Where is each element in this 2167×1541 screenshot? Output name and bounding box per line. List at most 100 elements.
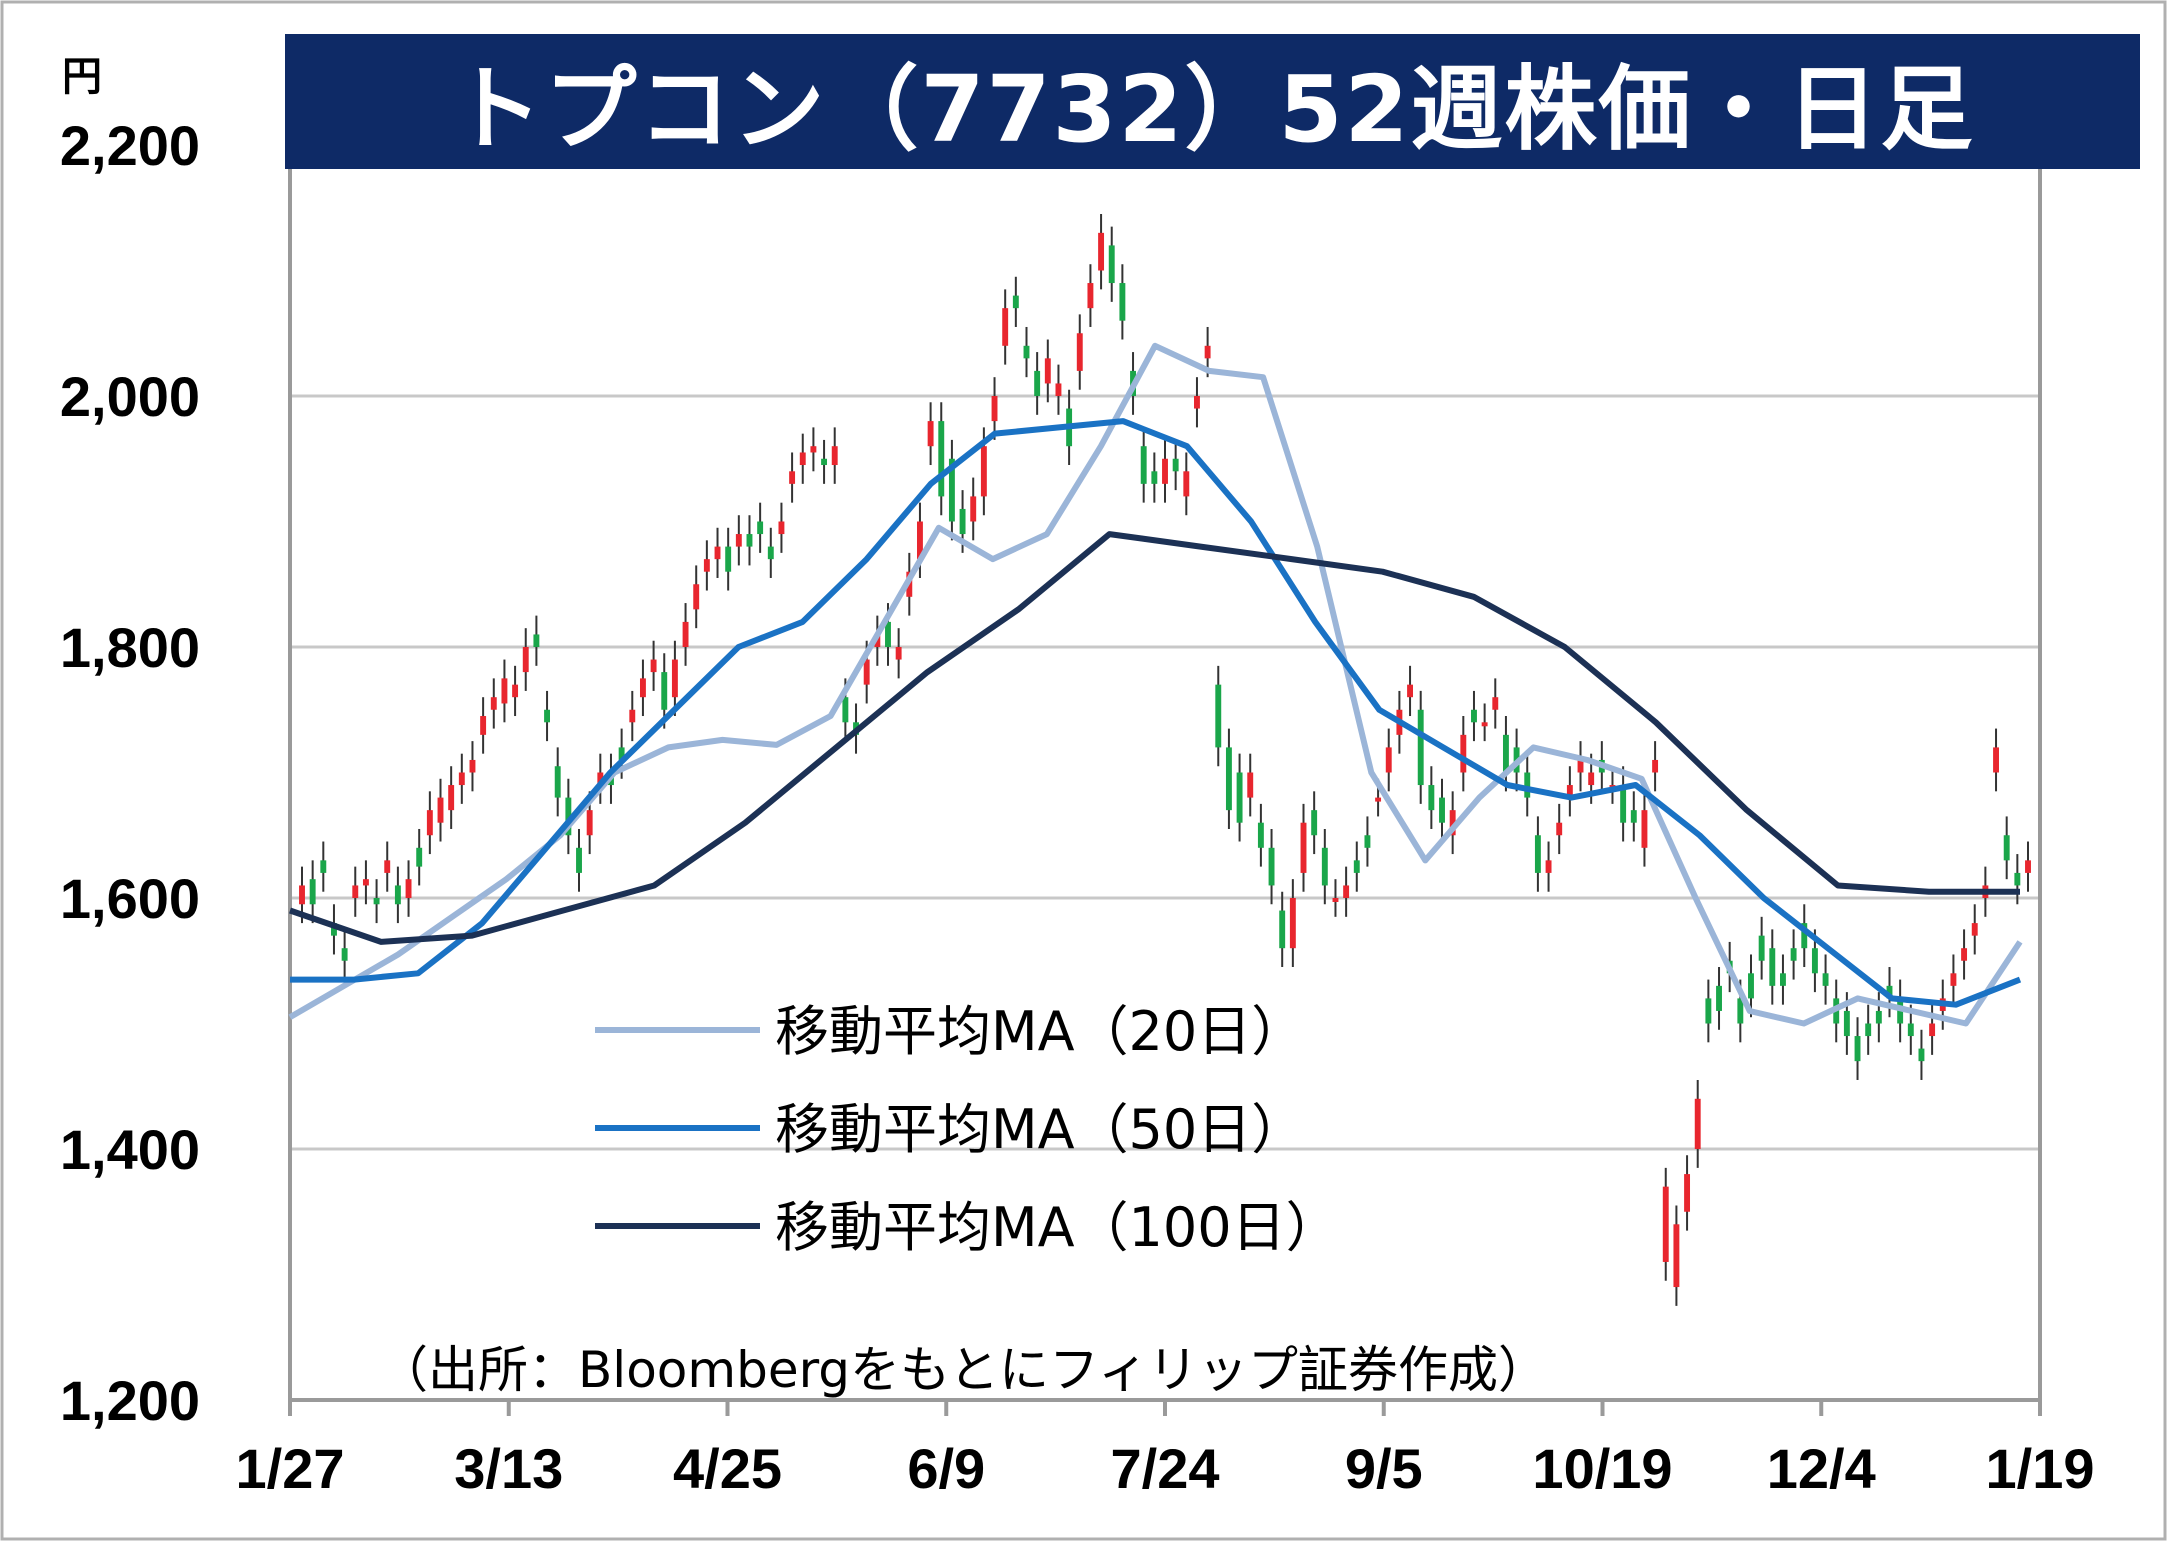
candle-body bbox=[1673, 1224, 1680, 1288]
candle-body bbox=[1236, 772, 1243, 823]
candle-body bbox=[1257, 822, 1264, 848]
candle-body bbox=[1108, 245, 1115, 284]
candle-body bbox=[1801, 923, 1808, 949]
candle-body bbox=[320, 860, 327, 873]
candle-body bbox=[1034, 370, 1041, 396]
candle-body bbox=[1566, 785, 1573, 798]
candle-body bbox=[767, 546, 774, 560]
candle-body bbox=[1502, 734, 1509, 773]
candle-body bbox=[1215, 684, 1222, 748]
candle-body bbox=[1929, 1023, 1936, 1037]
candle-body bbox=[2003, 835, 2010, 861]
candle-body bbox=[831, 446, 838, 466]
candle-body bbox=[1641, 810, 1648, 848]
candle-body bbox=[1662, 1186, 1669, 1262]
candle-body bbox=[1588, 772, 1595, 786]
candle-body bbox=[1971, 923, 1978, 936]
candle-body bbox=[373, 898, 380, 905]
candle-body bbox=[597, 772, 604, 786]
candle-body bbox=[746, 534, 753, 547]
candle-body bbox=[650, 659, 657, 673]
y-tick-label: 1,200 bbox=[60, 1369, 200, 1432]
x-tick-label: 4/25 bbox=[673, 1437, 782, 1500]
candle-body bbox=[490, 697, 497, 710]
candle-body bbox=[1779, 973, 1786, 986]
candle-body bbox=[1076, 333, 1083, 371]
moving-averages bbox=[288, 342, 2023, 1027]
candle-body bbox=[522, 647, 529, 673]
candle-body bbox=[1194, 396, 1200, 409]
candle-body bbox=[639, 678, 646, 698]
candle-body bbox=[821, 458, 828, 466]
candle-body bbox=[1204, 345, 1211, 359]
source-note: （出所：Bloombergをもとにフィリップ証券作成） bbox=[378, 1341, 1548, 1399]
candle-body bbox=[1471, 709, 1477, 723]
candle-body bbox=[671, 659, 678, 698]
candle-body bbox=[299, 885, 305, 905]
candle-body bbox=[863, 659, 870, 685]
legend: 移動平均MA（20日） 移動平均MA（50日） 移動平均MA（100日） bbox=[595, 1000, 1340, 1259]
candle-body bbox=[1854, 1036, 1861, 1062]
y-tick-labels: 1,200 1,400 1,600 1,800 2,000 2,200 bbox=[60, 114, 200, 1432]
candle-body bbox=[1918, 1048, 1925, 1062]
x-tick-label: 9/5 bbox=[1345, 1437, 1423, 1500]
candle-body bbox=[2025, 860, 2031, 873]
candle-body bbox=[1481, 722, 1488, 727]
candle-body bbox=[1694, 1098, 1701, 1149]
candle-body bbox=[1716, 985, 1722, 1011]
candle-body bbox=[1364, 835, 1371, 848]
candle-body bbox=[480, 716, 487, 735]
candle-body bbox=[1620, 785, 1627, 823]
candle-body bbox=[789, 471, 796, 484]
candle-body bbox=[1300, 822, 1307, 873]
candle-body bbox=[735, 534, 742, 547]
candle-body bbox=[1119, 283, 1126, 321]
candle-body bbox=[1993, 747, 1999, 773]
candle-body bbox=[948, 458, 955, 522]
candle-body bbox=[1524, 772, 1531, 798]
candle-body bbox=[1407, 684, 1414, 698]
candle-body bbox=[927, 421, 934, 447]
candle-body bbox=[895, 647, 902, 660]
candle-body bbox=[1769, 948, 1776, 986]
candle-body bbox=[1002, 308, 1009, 346]
candle-body bbox=[1012, 295, 1019, 309]
candle-body bbox=[959, 508, 966, 535]
y-tick-label: 1,600 bbox=[60, 867, 200, 930]
candle-body bbox=[991, 396, 998, 422]
candle-body bbox=[469, 759, 476, 773]
candle-body bbox=[1343, 885, 1350, 898]
candle-body bbox=[1705, 998, 1712, 1024]
candle-body bbox=[1790, 948, 1797, 961]
candle-body bbox=[1162, 458, 1168, 484]
candle-body bbox=[1439, 797, 1445, 823]
candle-body bbox=[970, 496, 977, 522]
candle-body bbox=[916, 521, 923, 560]
candle-body bbox=[661, 672, 668, 710]
candle-body bbox=[586, 810, 593, 836]
legend-label: 移動平均MA（20日） bbox=[775, 1000, 1305, 1063]
candle-body bbox=[799, 452, 806, 466]
candle-body bbox=[1353, 860, 1360, 873]
axes bbox=[288, 140, 2042, 1416]
candle-body bbox=[1630, 810, 1637, 823]
candle-body bbox=[1375, 797, 1382, 802]
candle-body bbox=[1385, 747, 1392, 773]
candle-body bbox=[885, 621, 891, 647]
candle-body bbox=[629, 709, 636, 723]
candle-body bbox=[714, 546, 721, 560]
candle-body bbox=[1321, 847, 1328, 886]
candle-body bbox=[1737, 998, 1744, 1024]
y-tick-label: 1,800 bbox=[60, 616, 200, 679]
candle-body bbox=[1311, 810, 1318, 836]
candle-body bbox=[437, 797, 444, 823]
legend-label: 移動平均MA（50日） bbox=[775, 1098, 1305, 1161]
candle-body bbox=[1748, 973, 1754, 999]
candle-body bbox=[682, 621, 689, 647]
legend-label: 移動平均MA（100日） bbox=[775, 1196, 1340, 1259]
y-axis-unit: 円 bbox=[62, 54, 102, 100]
candle-body bbox=[810, 446, 817, 453]
